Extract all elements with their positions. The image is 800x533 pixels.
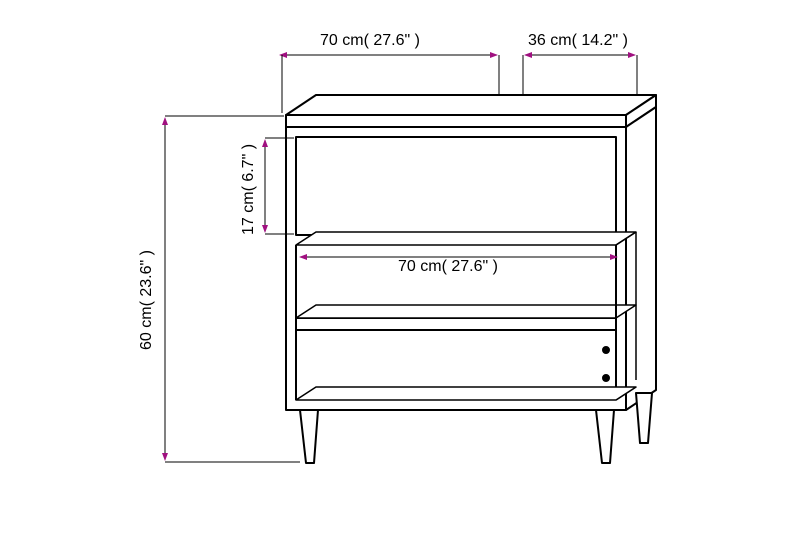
diagram-stage: 70 cm( 27.6" ) 36 cm( 14.2" ) 60 cm( 23.… [0, 0, 800, 533]
dim-top-width-label: 70 cm( 27.6" ) [320, 32, 420, 50]
furniture-drawing [286, 95, 656, 463]
dim-drawer-h-label: 17 cm( 6.7" ) [240, 144, 258, 235]
dim-shelf-w-label: 70 cm( 27.6" ) [398, 258, 498, 276]
dim-top-depth-label: 36 cm( 14.2" ) [528, 32, 628, 50]
dim-height-label: 60 cm( 23.6" ) [138, 250, 156, 350]
